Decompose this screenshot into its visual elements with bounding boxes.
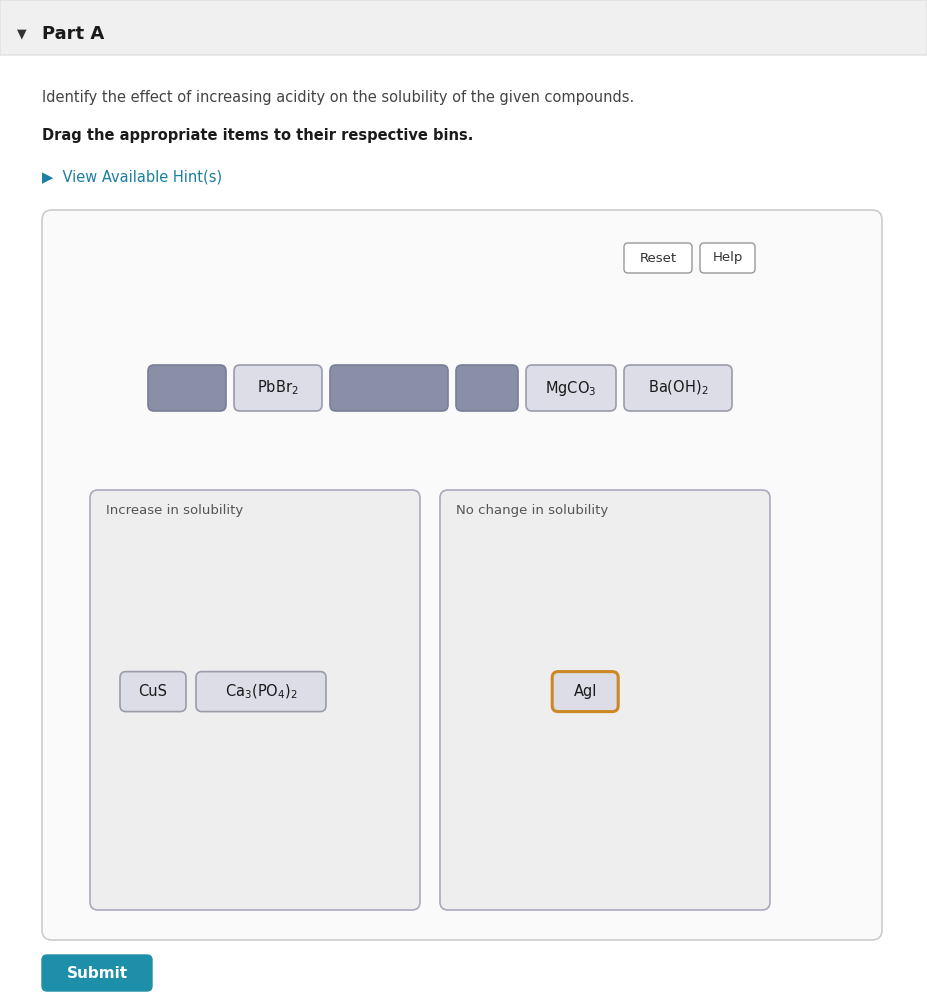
- FancyBboxPatch shape: [624, 243, 692, 273]
- Text: ▶  View Available Hint(s): ▶ View Available Hint(s): [42, 170, 222, 185]
- FancyBboxPatch shape: [148, 365, 226, 411]
- Text: AgI: AgI: [574, 684, 597, 699]
- Text: Help: Help: [712, 251, 743, 264]
- FancyBboxPatch shape: [440, 490, 770, 910]
- FancyBboxPatch shape: [234, 365, 322, 411]
- Text: Drag the appropriate items to their respective bins.: Drag the appropriate items to their resp…: [42, 128, 474, 143]
- Text: No change in solubility: No change in solubility: [456, 504, 608, 517]
- Text: Ba(OH)$_2$: Ba(OH)$_2$: [648, 379, 708, 398]
- FancyBboxPatch shape: [42, 955, 152, 991]
- Text: Identify the effect of increasing acidity on the solubility of the given compoun: Identify the effect of increasing acidit…: [42, 90, 634, 105]
- Text: Increase in solubility: Increase in solubility: [106, 504, 243, 517]
- FancyBboxPatch shape: [552, 672, 618, 712]
- Text: Part A: Part A: [42, 25, 104, 43]
- Text: Reset: Reset: [640, 251, 677, 264]
- FancyBboxPatch shape: [624, 365, 732, 411]
- FancyBboxPatch shape: [330, 365, 448, 411]
- Text: MgCO$_3$: MgCO$_3$: [545, 379, 597, 398]
- Text: CuS: CuS: [138, 684, 168, 699]
- FancyBboxPatch shape: [196, 672, 326, 712]
- Text: Ca$_3$(PO$_4$)$_2$: Ca$_3$(PO$_4$)$_2$: [224, 683, 298, 701]
- FancyBboxPatch shape: [526, 365, 616, 411]
- Text: ▼: ▼: [18, 28, 27, 41]
- FancyBboxPatch shape: [700, 243, 755, 273]
- Text: PbBr$_2$: PbBr$_2$: [257, 379, 298, 398]
- Text: Submit: Submit: [67, 965, 128, 980]
- FancyBboxPatch shape: [90, 490, 420, 910]
- FancyBboxPatch shape: [120, 672, 186, 712]
- FancyBboxPatch shape: [42, 210, 882, 940]
- FancyBboxPatch shape: [0, 0, 927, 55]
- FancyBboxPatch shape: [456, 365, 518, 411]
